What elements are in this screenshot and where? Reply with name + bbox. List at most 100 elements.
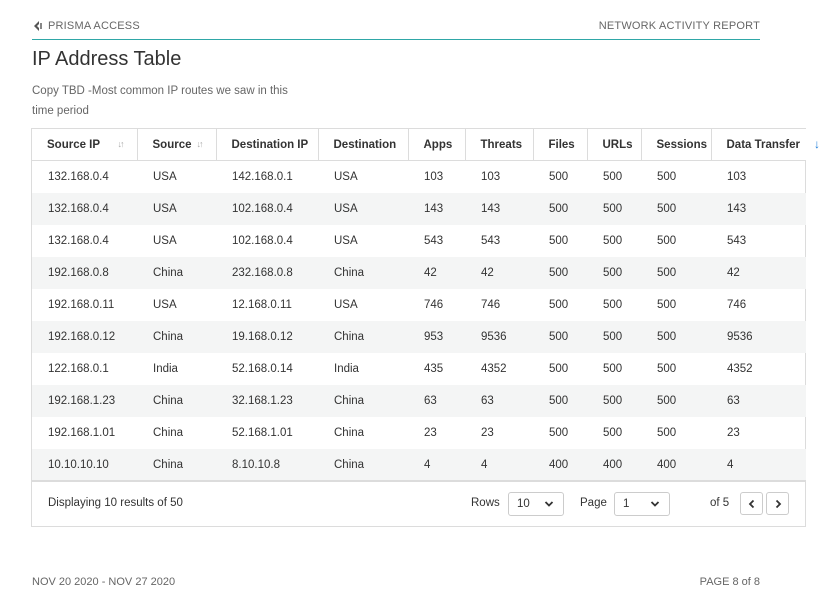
table-cell: 142.168.0.1 bbox=[216, 161, 318, 194]
table-cell: India bbox=[318, 353, 408, 385]
table-cell: USA bbox=[137, 193, 216, 225]
table-cell: 4352 bbox=[711, 353, 806, 385]
report-header: PRISMA ACCESS NETWORK ACTIVITY REPORT bbox=[32, 18, 760, 40]
table-cell: China bbox=[137, 321, 216, 353]
previous-page-button[interactable] bbox=[740, 492, 763, 515]
table-row: 122.168.0.1 India 52.168.0.14 India 435 4352 5… bbox=[32, 353, 806, 385]
table-cell: 192.168.0.12 bbox=[32, 321, 137, 353]
table-cell: 232.168.0.8 bbox=[216, 257, 318, 289]
table-cell: 52.168.1.01 bbox=[216, 417, 318, 449]
table-cell: 132.168.0.4 bbox=[32, 161, 137, 194]
table-cell: 500 bbox=[587, 161, 641, 194]
column-header-files[interactable]: Files bbox=[533, 129, 587, 161]
column-header-sessions[interactable]: Sessions bbox=[641, 129, 711, 161]
table-row: 192.168.1.01 China 52.168.1.01 China 23 23 500… bbox=[32, 417, 806, 449]
table-row: 132.168.0.4 USA 102.168.0.4 USA 143 143 500 500… bbox=[32, 193, 806, 225]
sort-icon[interactable]: ↓↑ bbox=[118, 139, 123, 149]
table-cell: USA bbox=[318, 289, 408, 321]
table-row: 132.168.0.4 USA 102.168.0.4 USA 543 543 500 500… bbox=[32, 225, 806, 257]
table-cell: China bbox=[137, 449, 216, 481]
chevron-down-icon bbox=[650, 499, 660, 509]
sort-down-arrow-icon[interactable]: ↓ bbox=[814, 137, 820, 151]
table-cell: 500 bbox=[587, 225, 641, 257]
table-cell: 500 bbox=[641, 225, 711, 257]
table-cell: 192.168.0.11 bbox=[32, 289, 137, 321]
table-cell: China bbox=[318, 321, 408, 353]
chevron-down-icon bbox=[544, 499, 554, 509]
table-cell: 143 bbox=[711, 193, 806, 225]
table-cell: USA bbox=[137, 225, 216, 257]
next-page-button[interactable] bbox=[766, 492, 789, 515]
table-cell: 132.168.0.4 bbox=[32, 193, 137, 225]
column-header-source-ip[interactable]: Source IP ↓↑ bbox=[32, 129, 137, 161]
table-cell: 746 bbox=[465, 289, 533, 321]
table-cell: 9536 bbox=[465, 321, 533, 353]
column-header-destination[interactable]: Destination bbox=[318, 129, 408, 161]
table-cell: 103 bbox=[711, 161, 806, 194]
results-count: Displaying 10 results of 50 bbox=[48, 497, 183, 509]
table-cell: 8.10.10.8 bbox=[216, 449, 318, 481]
table-cell: 23 bbox=[408, 417, 465, 449]
brand-name: PRISMA ACCESS bbox=[48, 20, 140, 32]
table-cell: 192.168.1.23 bbox=[32, 385, 137, 417]
table-cell: 500 bbox=[587, 353, 641, 385]
table-cell: 143 bbox=[465, 193, 533, 225]
table-cell: 52.168.0.14 bbox=[216, 353, 318, 385]
table-cell: 103 bbox=[465, 161, 533, 194]
table-cell: 192.168.1.01 bbox=[32, 417, 137, 449]
table-cell: 500 bbox=[533, 385, 587, 417]
table-cell: 63 bbox=[465, 385, 533, 417]
table-row: 132.168.0.4 USA 142.168.0.1 USA 103 103 500 500… bbox=[32, 161, 806, 194]
table-cell: 400 bbox=[533, 449, 587, 481]
table-cell: 400 bbox=[641, 449, 711, 481]
page-value: 1 bbox=[623, 498, 629, 510]
rows-per-page-value: 10 bbox=[517, 498, 530, 510]
table-cell: 500 bbox=[641, 257, 711, 289]
table-cell: USA bbox=[318, 193, 408, 225]
table-cell: China bbox=[137, 257, 216, 289]
table-cell: 500 bbox=[587, 321, 641, 353]
table-cell: 4 bbox=[408, 449, 465, 481]
table-cell: USA bbox=[137, 161, 216, 194]
table-cell: China bbox=[318, 417, 408, 449]
table-cell: 500 bbox=[587, 417, 641, 449]
table-cell: 4 bbox=[711, 449, 806, 481]
table-row: 192.168.0.11 USA 12.168.0.11 USA 746 746 500 50… bbox=[32, 289, 806, 321]
column-header-source[interactable]: Source ↓↑ bbox=[137, 129, 216, 161]
table-row: 10.10.10.10 China 8.10.10.8 China 4 4 400 400 40… bbox=[32, 449, 806, 481]
table-cell: 63 bbox=[711, 385, 806, 417]
table-cell: 500 bbox=[587, 289, 641, 321]
column-header-apps[interactable]: Apps bbox=[408, 129, 465, 161]
table-cell: 192.168.0.8 bbox=[32, 257, 137, 289]
page-title: IP Address Table bbox=[32, 48, 181, 71]
sort-icon[interactable]: ↓↑ bbox=[197, 139, 202, 149]
table-cell: 543 bbox=[408, 225, 465, 257]
table-cell: 42 bbox=[465, 257, 533, 289]
column-header-data-transfer[interactable]: Data Transfer bbox=[711, 129, 806, 161]
table-cell: 23 bbox=[465, 417, 533, 449]
table-cell: 122.168.0.1 bbox=[32, 353, 137, 385]
table-cell: 500 bbox=[641, 417, 711, 449]
table-cell: 500 bbox=[641, 385, 711, 417]
table-cell: 500 bbox=[533, 225, 587, 257]
table-cell: USA bbox=[318, 225, 408, 257]
table-cell: 500 bbox=[533, 417, 587, 449]
table-cell: 500 bbox=[641, 289, 711, 321]
table-cell: India bbox=[137, 353, 216, 385]
column-header-urls[interactable]: URLs bbox=[587, 129, 641, 161]
table-cell: China bbox=[318, 385, 408, 417]
table-cell: 543 bbox=[711, 225, 806, 257]
column-header-destination-ip[interactable]: Destination IP bbox=[216, 129, 318, 161]
ip-address-table: Source IP ↓↑ Source ↓↑ Destination IP De… bbox=[31, 128, 806, 482]
page-select[interactable]: 1 bbox=[614, 492, 670, 516]
table-cell: 500 bbox=[641, 193, 711, 225]
chevron-right-icon bbox=[773, 499, 783, 509]
page-label: Page bbox=[580, 497, 607, 509]
table-row: 192.168.0.12 China 19.168.0.12 China 953 9536… bbox=[32, 321, 806, 353]
rows-per-page-select[interactable]: 10 bbox=[508, 492, 564, 516]
column-header-threats[interactable]: Threats bbox=[465, 129, 533, 161]
table-cell: 23 bbox=[711, 417, 806, 449]
table-cell: 500 bbox=[533, 353, 587, 385]
page-description: Copy TBD -Most common IP routes we saw i… bbox=[32, 81, 302, 121]
brand: PRISMA ACCESS bbox=[32, 20, 140, 32]
